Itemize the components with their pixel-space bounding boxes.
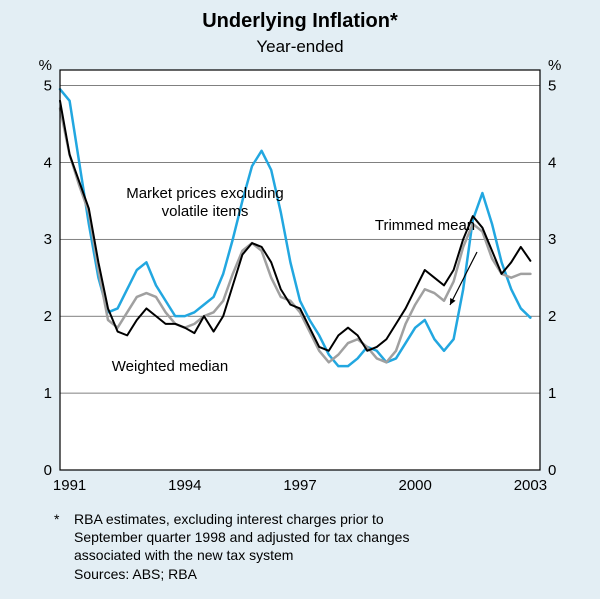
svg-text:%: %: [39, 57, 52, 74]
svg-text:2: 2: [44, 308, 52, 325]
inflation-chart: Underlying Inflation* Year-ended 0011223…: [0, 0, 600, 599]
footnote-line1: RBA estimates, excluding interest charge…: [74, 510, 574, 528]
footnote-sources: Sources: ABS; RBA: [74, 565, 574, 583]
svg-text:1: 1: [548, 385, 556, 402]
svg-text:0: 0: [44, 462, 52, 479]
svg-text:Market prices excluding: Market prices excluding: [126, 185, 284, 202]
footnote-asterisk: *: [54, 510, 59, 528]
svg-text:5: 5: [44, 77, 52, 94]
chart-footnote: * RBA estimates, excluding interest char…: [74, 510, 574, 583]
svg-text:5: 5: [548, 77, 556, 94]
svg-text:Weighted median: Weighted median: [112, 358, 228, 375]
svg-text:Trimmed mean: Trimmed mean: [375, 217, 475, 234]
svg-text:1: 1: [44, 385, 52, 402]
svg-text:volatile items: volatile items: [162, 203, 249, 220]
svg-text:4: 4: [44, 154, 52, 171]
svg-text:3: 3: [548, 231, 556, 248]
svg-text:%: %: [548, 57, 561, 74]
svg-text:2003: 2003: [514, 477, 547, 494]
footnote-line2: September quarter 1998 and adjusted for …: [74, 528, 574, 546]
svg-text:1994: 1994: [168, 477, 201, 494]
svg-text:2: 2: [548, 308, 556, 325]
svg-text:0: 0: [548, 462, 556, 479]
svg-text:2000: 2000: [399, 477, 432, 494]
footnote-line3: associated with the new tax system: [74, 546, 574, 564]
svg-text:1997: 1997: [283, 477, 316, 494]
svg-text:1991: 1991: [53, 477, 86, 494]
svg-text:4: 4: [548, 154, 556, 171]
svg-text:3: 3: [44, 231, 52, 248]
